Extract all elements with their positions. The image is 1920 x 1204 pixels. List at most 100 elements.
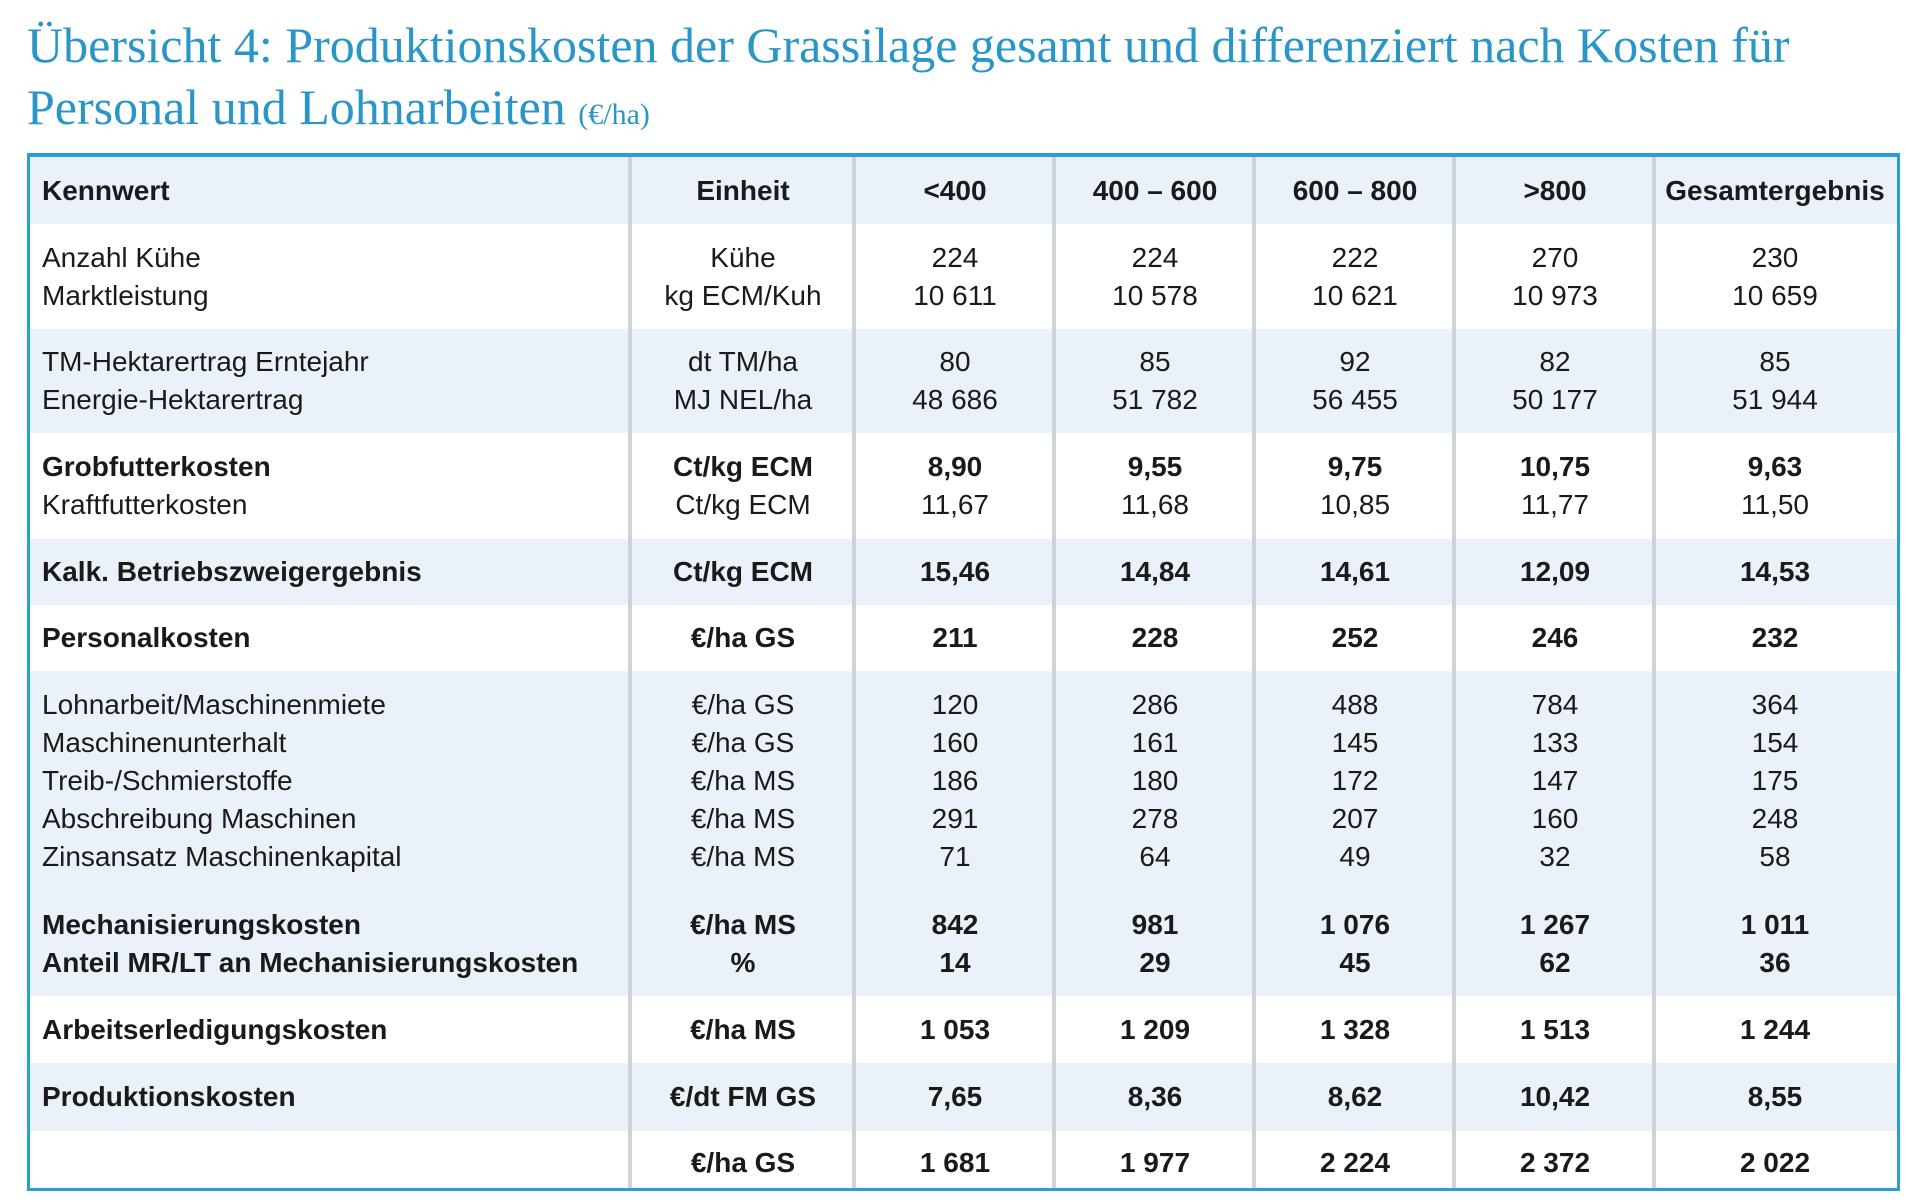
value-cell: 186 — [931, 764, 979, 796]
table-row: Maschinenunterhalt €/ha GS 160 161 145 133 154 — [30, 724, 1897, 762]
page-title: Übersicht 4: Produktionskosten der Grass… — [27, 14, 1907, 146]
value-cell: 10 973 — [1512, 279, 1598, 311]
value-cell: 62 — [1539, 946, 1571, 978]
value-cell: 1 267 — [1519, 908, 1591, 940]
table-row: Marktleistung kg ECM/Kuh 10 611 10 578 10 62… — [30, 277, 1897, 315]
value-cell: 8,90 — [927, 451, 983, 482]
value-cell: 11,67 — [921, 489, 989, 520]
row-label: Personalkosten — [42, 622, 251, 653]
value-cell: 49 — [1339, 840, 1371, 872]
row-unit: €/dt FM GS — [669, 1081, 817, 1112]
value-cell: 50 177 — [1512, 384, 1598, 415]
value-cell: 286 — [1131, 688, 1179, 720]
row-label: Kalk. Betriebszweigergebnis — [42, 556, 422, 587]
value-cell: 278 — [1131, 802, 1179, 834]
value-cell: 8,36 — [1127, 1081, 1183, 1112]
value-cell: 133 — [1531, 726, 1579, 758]
column-divider — [1652, 157, 1656, 1188]
value-cell: 10 621 — [1312, 279, 1398, 311]
row-label: Anteil MR/LT an Mechanisierungskosten — [42, 946, 579, 978]
row-unit: €/ha MS — [690, 1013, 796, 1045]
value-cell: 10 659 — [1732, 279, 1818, 311]
row-label: Produktionskosten — [42, 1081, 296, 1112]
row-unit: Ct/kg ECM — [673, 451, 813, 482]
value-cell: 222 — [1331, 241, 1379, 273]
value-cell: 161 — [1131, 726, 1179, 758]
value-cell: 71 — [939, 840, 971, 872]
table-header: Kennwert Einheit <400 400 – 600 600 – 80… — [30, 157, 1897, 224]
row-label: TM-Hektarertrag Erntejahr — [42, 346, 369, 377]
row-unit: €/ha GS — [691, 726, 795, 758]
table-row: Anzahl Kühe Kühe 224 224 222 270 230 — [30, 239, 1897, 277]
value-cell: 154 — [1751, 726, 1799, 758]
value-cell: 51 944 — [1732, 384, 1818, 415]
value-cell: 11,68 — [1121, 489, 1189, 520]
value-cell: 85 — [1759, 346, 1791, 377]
row-label: Abschreibung Maschinen — [42, 802, 357, 834]
row-unit: €/ha MS — [690, 764, 796, 796]
header-cell: Kennwert — [42, 174, 170, 206]
value-cell: 12,09 — [1519, 556, 1591, 587]
table-row: Grobfutterkosten Ct/kg ECM 8,90 9,55 9,75 10,… — [30, 448, 1897, 486]
value-cell: 160 — [1531, 802, 1579, 834]
value-cell: 1 011 — [1740, 908, 1810, 940]
row-unit: % — [730, 946, 756, 978]
row-unit: €/ha MS — [690, 802, 796, 834]
value-cell: 85 — [1139, 346, 1171, 377]
value-cell: 1 053 — [919, 1013, 991, 1045]
row-label: Energie-Hektarertrag — [42, 384, 304, 415]
column-divider — [1052, 157, 1056, 1188]
value-cell: 291 — [931, 802, 979, 834]
value-cell: 172 — [1331, 764, 1379, 796]
title-text: Übersicht 4: Produktionskosten der Grass… — [27, 17, 1790, 135]
table-row: Lohnarbeit/Maschinenmiete €/ha GS 120 286 48… — [30, 686, 1897, 724]
row-unit: MJ NEL/ha — [673, 384, 813, 415]
value-cell: 147 — [1531, 764, 1579, 796]
column-divider — [852, 157, 856, 1188]
value-cell: 246 — [1531, 622, 1579, 653]
value-cell: 1 076 — [1319, 908, 1391, 940]
value-cell: 207 — [1331, 802, 1379, 834]
row-label: Lohnarbeit/Maschinenmiete — [42, 688, 386, 720]
row-group: Personalkosten €/ha GS 211 228 252 246 232 — [30, 605, 1897, 671]
table-row: Arbeitserledigungskosten €/ha MS 1 053 1 20… — [30, 1011, 1897, 1049]
row-label: Zinsansatz Maschinenkapital — [42, 840, 402, 872]
value-cell: 175 — [1751, 764, 1799, 796]
row-group: €/ha GS 1 681 1 977 2 224 2 372 2 022 — [30, 1131, 1897, 1194]
value-cell: 228 — [1131, 622, 1179, 653]
header-cell: >800 — [1523, 174, 1587, 206]
value-cell: 180 — [1131, 764, 1179, 796]
header-cell: <400 — [923, 174, 987, 206]
row-group: Kalk. Betriebszweigergebnis Ct/kg ECM 15,4… — [30, 539, 1897, 605]
value-cell: 82 — [1539, 346, 1571, 377]
table-row: Kraftfutterkosten Ct/kg ECM 11,67 11,68 10,8… — [30, 486, 1897, 524]
value-cell: 981 — [1131, 908, 1179, 940]
table-row: TM-Hektarertrag Erntejahr dt TM/ha 80 85 92 8… — [30, 343, 1897, 381]
row-label: Anzahl Kühe — [42, 241, 201, 273]
value-cell: 48 686 — [912, 384, 998, 415]
row-label: Mechanisierungskosten — [42, 908, 361, 940]
row-group: Anzahl Kühe Kühe 224 224 222 270 230 Marktleist… — [30, 224, 1897, 329]
value-cell: 1 209 — [1119, 1013, 1191, 1045]
value-cell: 9,75 — [1327, 451, 1383, 482]
header-cell: Gesamtergebnis — [1665, 174, 1885, 206]
value-cell: 364 — [1751, 688, 1799, 720]
header-cell: Einheit — [696, 174, 790, 206]
row-label: Arbeitserledigungskosten — [42, 1013, 388, 1045]
row-unit: €/ha GS — [691, 688, 795, 720]
header-row: Kennwert Einheit <400 400 – 600 600 – 80… — [30, 172, 1897, 210]
table-row: €/ha GS 1 681 1 977 2 224 2 372 2 022 — [30, 1144, 1897, 1182]
row-unit: €/ha GS — [690, 622, 796, 653]
value-cell: 842 — [931, 908, 979, 940]
row-group: Grobfutterkosten Ct/kg ECM 8,90 9,55 9,75 10,… — [30, 433, 1897, 539]
value-cell: 488 — [1331, 688, 1379, 720]
row-group: Lohnarbeit/Maschinenmiete €/ha GS 120 286 48… — [30, 671, 1897, 996]
value-cell: 120 — [931, 688, 979, 720]
value-cell: 9,63 — [1747, 451, 1803, 482]
header-cell: 600 – 800 — [1292, 174, 1418, 206]
value-cell: 10,42 — [1519, 1081, 1591, 1112]
value-cell: 56 455 — [1312, 384, 1398, 415]
row-unit: €/ha GS — [690, 1146, 796, 1178]
value-cell: 10 611 — [913, 279, 997, 311]
value-cell: 1 681 — [919, 1146, 991, 1178]
